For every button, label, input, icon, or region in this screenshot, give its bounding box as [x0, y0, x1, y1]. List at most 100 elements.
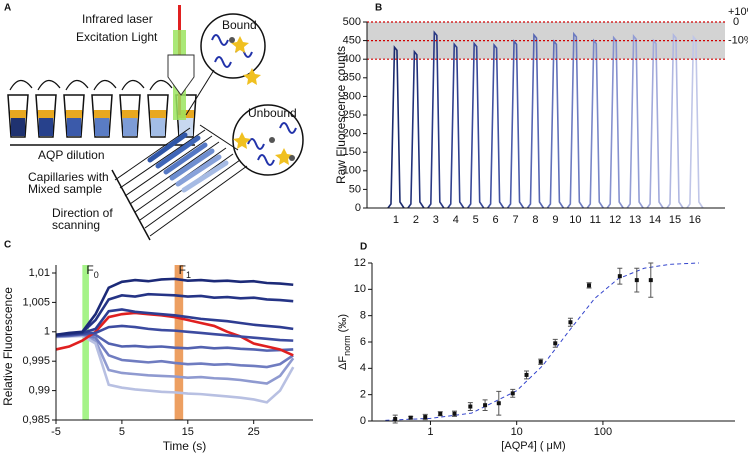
peak	[546, 39, 565, 209]
y-tick-label: 0,985	[22, 414, 50, 426]
point	[468, 404, 473, 409]
panel-label: C	[4, 240, 11, 251]
direction-label: Direction of	[52, 206, 113, 220]
x-tick-label: 15	[182, 426, 194, 438]
panel-label: D	[360, 242, 367, 253]
x-tick-label: 5	[473, 214, 479, 226]
bound-label: Bound	[222, 18, 257, 32]
trace	[55, 333, 294, 369]
direction-label: scanning	[52, 218, 100, 232]
annotation: +10%	[728, 6, 748, 18]
y-tick-label: 1,005	[22, 296, 50, 308]
axes	[366, 22, 725, 209]
y-tick-label: 4	[360, 362, 366, 374]
x-tick-label: 3	[433, 214, 439, 226]
y-tick-label: 400	[343, 53, 361, 65]
trace	[55, 334, 295, 404]
peak	[526, 32, 545, 209]
zoom-line	[185, 69, 215, 116]
peak	[646, 38, 664, 209]
peak	[486, 42, 505, 209]
y-axis-label: Relative Fluorescence	[1, 287, 15, 406]
y-tick-label: 100	[343, 165, 361, 177]
x-axis-label: [AQP4] ( μM)	[501, 440, 565, 452]
x-tick-label: 8	[532, 214, 538, 226]
label-part: F	[179, 263, 186, 277]
bound-circle	[200, 13, 266, 79]
x-tick-label: 100	[594, 426, 612, 438]
panel-label: B	[375, 3, 382, 14]
point	[438, 411, 443, 416]
label-part: norm	[342, 335, 352, 356]
point	[524, 372, 529, 377]
point	[553, 341, 558, 346]
x-tick-label: 1	[427, 426, 433, 438]
x-tick-label: 13	[629, 214, 641, 226]
capillaries-label: Mixed sample	[28, 182, 102, 196]
point	[617, 274, 622, 279]
y-tick-label: 350	[343, 72, 361, 84]
label-part: 1	[186, 270, 191, 280]
peak	[387, 45, 405, 209]
peak	[606, 35, 624, 209]
y-tick-label: 2	[360, 389, 366, 401]
label-part: 0	[94, 270, 99, 280]
axes	[371, 263, 735, 422]
y-tick-label: 0,995	[22, 355, 50, 367]
dilution-label: AQP dilution	[38, 148, 105, 162]
y-tick-label: 300	[343, 90, 361, 102]
point	[408, 415, 413, 420]
trace	[55, 277, 294, 337]
objective	[167, 54, 195, 96]
y-tick-label: 8	[360, 310, 366, 322]
y-tick-label: 250	[343, 109, 361, 121]
y-tick-label: 1	[44, 326, 50, 338]
fit-curve	[385, 262, 700, 421]
y-tick-label: 500	[343, 16, 361, 28]
x-tick-label: 4	[453, 214, 459, 226]
label-part: F	[86, 263, 93, 277]
x-tick-label: 14	[649, 214, 661, 226]
y-tick-label: 200	[343, 128, 361, 140]
unbound-label: Unbound	[248, 106, 297, 120]
peak	[427, 30, 445, 209]
capillaries-label: Capillaries with	[28, 170, 109, 184]
x-tick-label: 11	[590, 214, 601, 226]
x-tick-label: 9	[552, 214, 558, 226]
label: ΔFnorm (‰)	[337, 314, 352, 370]
trace	[55, 292, 294, 337]
x-tick-label: 6	[493, 214, 499, 226]
x-tick-label: 12	[609, 214, 621, 226]
y-tick-label: 50	[349, 183, 361, 195]
point	[568, 320, 573, 325]
y-tick-label: 0	[355, 202, 361, 214]
point	[538, 359, 543, 364]
zoom-line	[199, 124, 239, 151]
tubes	[7, 79, 197, 138]
peak	[467, 41, 485, 209]
peak	[447, 42, 465, 209]
annotation: -10%	[728, 35, 748, 47]
y-tick-label: 10	[354, 283, 366, 295]
point	[587, 283, 592, 288]
x-tick-label: 2	[413, 214, 419, 226]
trace	[55, 324, 294, 342]
y-tick-label: 450	[343, 35, 361, 47]
excitation-label: Excitation Light	[76, 30, 158, 44]
label-part: (‰)	[337, 314, 349, 335]
y-axis-label: Raw Fluorescence counts	[334, 46, 348, 184]
tolerance-band	[367, 22, 725, 60]
x-tick-label: 7	[512, 214, 518, 226]
x-tick-label: 25	[248, 426, 260, 438]
capillary-fill	[147, 132, 229, 193]
point	[393, 417, 398, 422]
y-tick-label: 12	[354, 257, 366, 269]
y-tick-label: 150	[343, 146, 361, 158]
peak	[407, 49, 425, 209]
label: F0	[86, 263, 98, 280]
peak	[506, 39, 525, 209]
x-tick-label: 10	[569, 214, 581, 226]
annotation: 0	[733, 16, 739, 28]
